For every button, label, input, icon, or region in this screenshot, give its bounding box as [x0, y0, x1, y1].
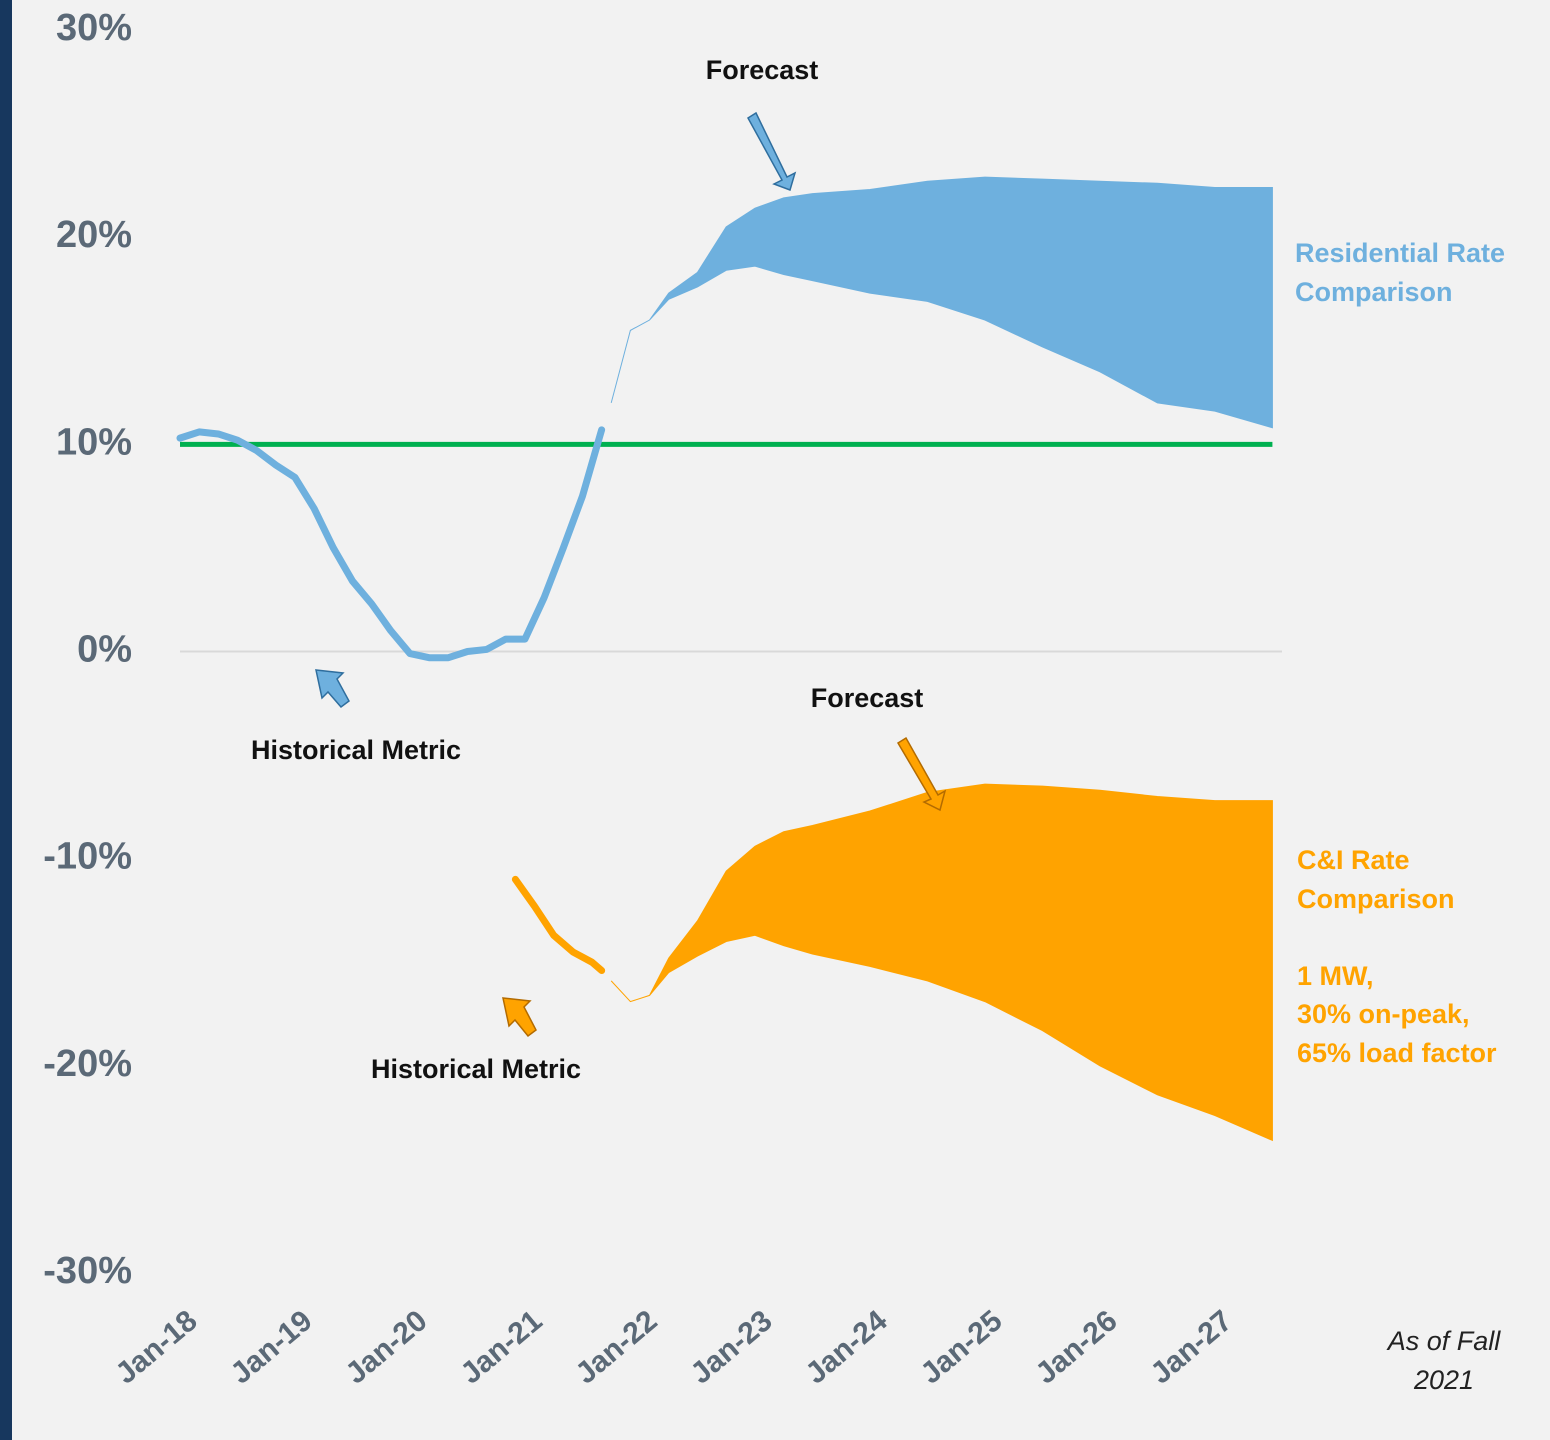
forecast-band	[610, 176, 1273, 429]
annotation: Historical Metric	[251, 735, 461, 765]
arrow	[747, 111, 797, 191]
y-tick-label: -10%	[43, 836, 132, 878]
y-tick-label: -20%	[43, 1043, 132, 1085]
arrow	[502, 997, 537, 1038]
series-label: Comparison	[1297, 884, 1455, 914]
y-tick-label: 30%	[56, 7, 132, 49]
arrow	[896, 736, 947, 812]
x-tick-label: Jan-19	[225, 1304, 319, 1390]
series-label: Residential Rate	[1295, 238, 1505, 268]
x-tick-label: Jan-24	[800, 1304, 894, 1391]
series-label: C&I Rate	[1297, 845, 1410, 875]
x-tick-label: Jan-18	[110, 1304, 204, 1390]
x-tick-label: Jan-27	[1144, 1304, 1238, 1390]
plot	[176, 176, 1282, 1142]
note: As of Fall	[1386, 1326, 1502, 1356]
side-stripe	[0, 0, 12, 1440]
y-tick-label: 10%	[56, 421, 132, 463]
annotation: Historical Metric	[371, 1054, 581, 1084]
series-note: 1 MW,	[1297, 961, 1374, 991]
x-tick-label: Jan-23	[685, 1304, 779, 1390]
series-label: Comparison	[1295, 277, 1453, 307]
historical-line	[511, 875, 606, 975]
x-tick-label: Jan-21	[455, 1304, 549, 1390]
y-tick-label: -30%	[43, 1250, 132, 1292]
x-tick-label: Jan-26	[1029, 1304, 1123, 1390]
x-tick-label: Jan-22	[570, 1304, 664, 1390]
arrow	[315, 669, 350, 709]
forecast-band	[610, 783, 1273, 1142]
x-tick-label: Jan-25	[914, 1304, 1008, 1390]
y-tick-label: 20%	[56, 214, 132, 256]
series-note: 65% load factor	[1297, 1038, 1497, 1068]
annotation: Forecast	[811, 683, 924, 713]
y-tick-label: 0%	[77, 629, 132, 671]
x-tick-label: Jan-20	[340, 1304, 434, 1390]
note: 2021	[1413, 1365, 1474, 1395]
annotation: Forecast	[706, 55, 819, 85]
series-note: 30% on-peak,	[1297, 999, 1470, 1029]
historical-line	[176, 426, 606, 662]
